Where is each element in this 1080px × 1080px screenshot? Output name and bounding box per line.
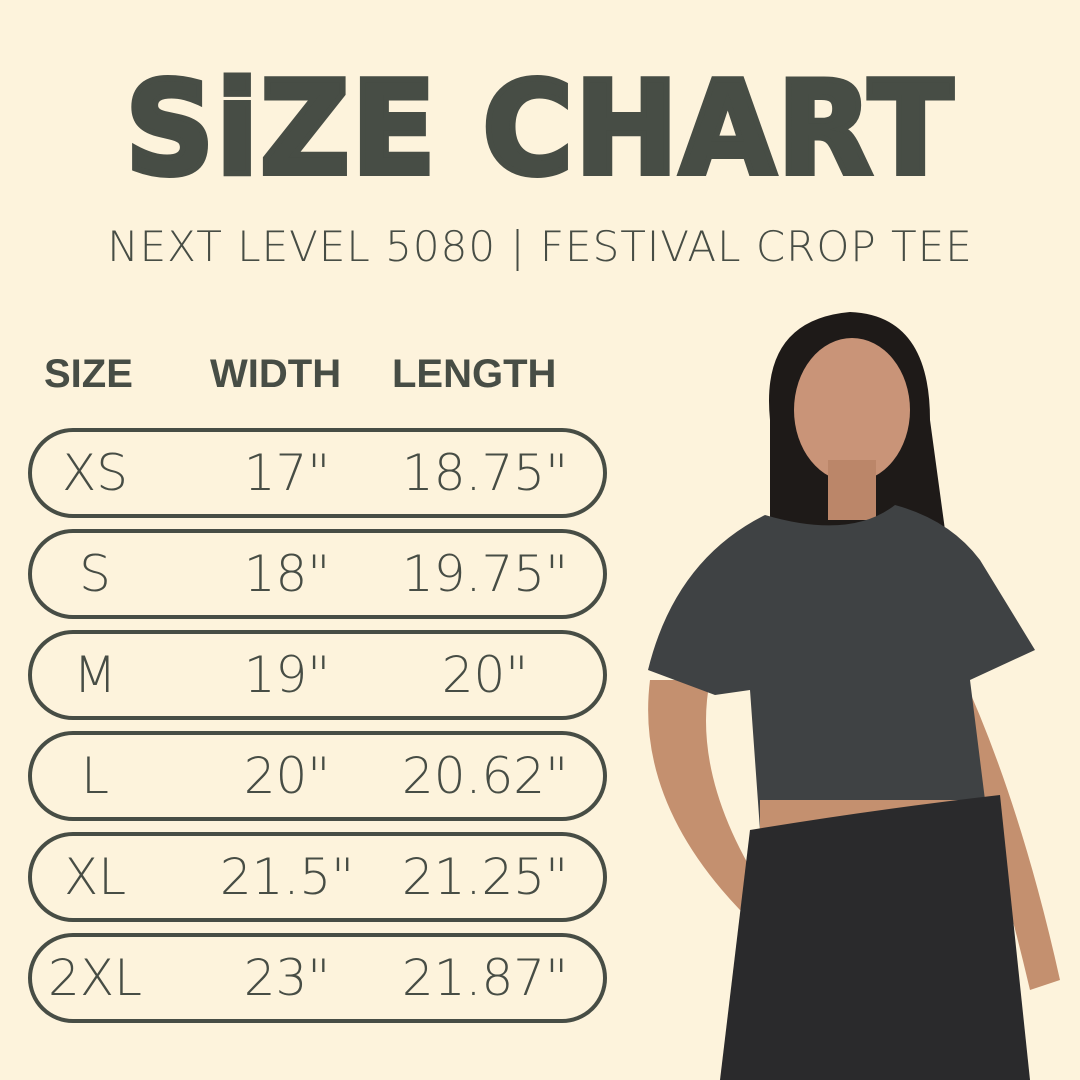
face: [794, 338, 910, 482]
width-cell: 20": [243, 747, 331, 805]
crop-tee: [648, 505, 1035, 830]
size-cell: XS: [62, 444, 128, 502]
width-cell: 23": [243, 949, 331, 1007]
length-cell: 19.75": [401, 545, 569, 603]
length-cell: 18.75": [401, 444, 569, 502]
header-width: WIDTH: [210, 352, 342, 396]
size-cell: L: [81, 747, 109, 805]
model-photo: [648, 312, 1060, 1080]
table-row: L 20" 20.62": [28, 731, 607, 821]
size-cell: M: [73, 646, 117, 704]
table-row: XS 17" 18.75": [28, 428, 607, 518]
table-row: S 18" 19.75": [28, 529, 607, 619]
jeans: [720, 795, 1030, 1080]
page-title: SiZE CHART: [122, 52, 955, 207]
width-cell: 21.5": [219, 848, 355, 906]
width-cell: 17": [243, 444, 331, 502]
left-arm: [648, 680, 770, 910]
neck: [828, 460, 876, 520]
length-cell: 20": [441, 646, 529, 704]
size-cell: S: [79, 545, 111, 603]
table-row: 2XL 23" 21.87": [28, 933, 607, 1023]
length-cell: 21.25": [401, 848, 569, 906]
table-row: XL 21.5" 21.25": [28, 832, 607, 922]
header-size: SIZE: [44, 352, 133, 396]
size-cell: 2XL: [48, 949, 142, 1007]
header-length: LENGTH: [392, 352, 557, 396]
width-cell: 18": [243, 545, 331, 603]
table-row: M 19" 20": [28, 630, 607, 720]
length-cell: 21.87": [401, 949, 569, 1007]
product-subtitle: NEXT LEVEL 5080 | FESTIVAL CROP TEE: [107, 222, 973, 271]
width-cell: 19": [243, 646, 331, 704]
length-cell: 20.62": [401, 747, 569, 805]
size-cell: XL: [63, 848, 127, 906]
